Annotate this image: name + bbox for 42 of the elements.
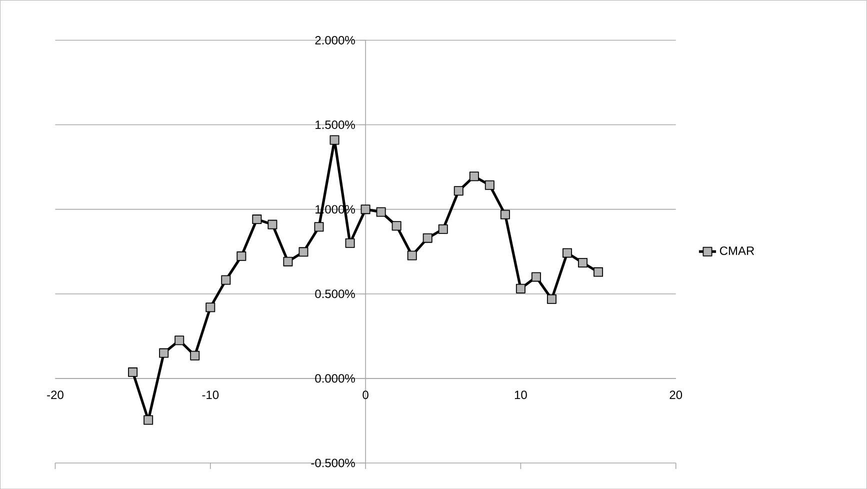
point [392,221,402,231]
point [144,415,154,425]
x-tick-label: -20 [47,390,64,400]
point [438,224,448,234]
x-tick-label: 20 [670,390,682,400]
point [516,284,526,294]
point [252,214,262,224]
point [422,233,432,243]
point [454,186,464,196]
legend-label: CMAR [720,246,754,255]
point [128,367,138,377]
point [531,272,541,282]
point [174,336,184,346]
point [360,204,370,214]
point [562,248,572,258]
point [546,294,556,304]
x-tick-label: -10 [202,390,219,400]
x-tick-label: 10 [514,390,527,400]
point [500,210,510,220]
point [314,222,324,232]
point [345,238,355,248]
point [484,180,494,190]
point [578,258,588,268]
x-tick-label: 0 [362,390,368,400]
point [206,302,216,312]
y-tick-label: 0.500% [315,290,355,298]
point [159,348,169,358]
point [594,267,604,277]
point [469,172,479,181]
point [283,256,293,266]
y-tick-label: 1.500% [316,120,355,129]
y-tick-label: -0.500% [311,458,355,468]
point [330,135,340,145]
point [376,207,386,217]
point [190,350,200,360]
point [236,251,246,261]
point [268,220,278,230]
point [221,275,231,285]
y-tick-label: 0.000% [315,374,355,383]
point [298,247,308,257]
point [407,250,417,260]
y-tick-label: 2.000% [315,36,355,44]
